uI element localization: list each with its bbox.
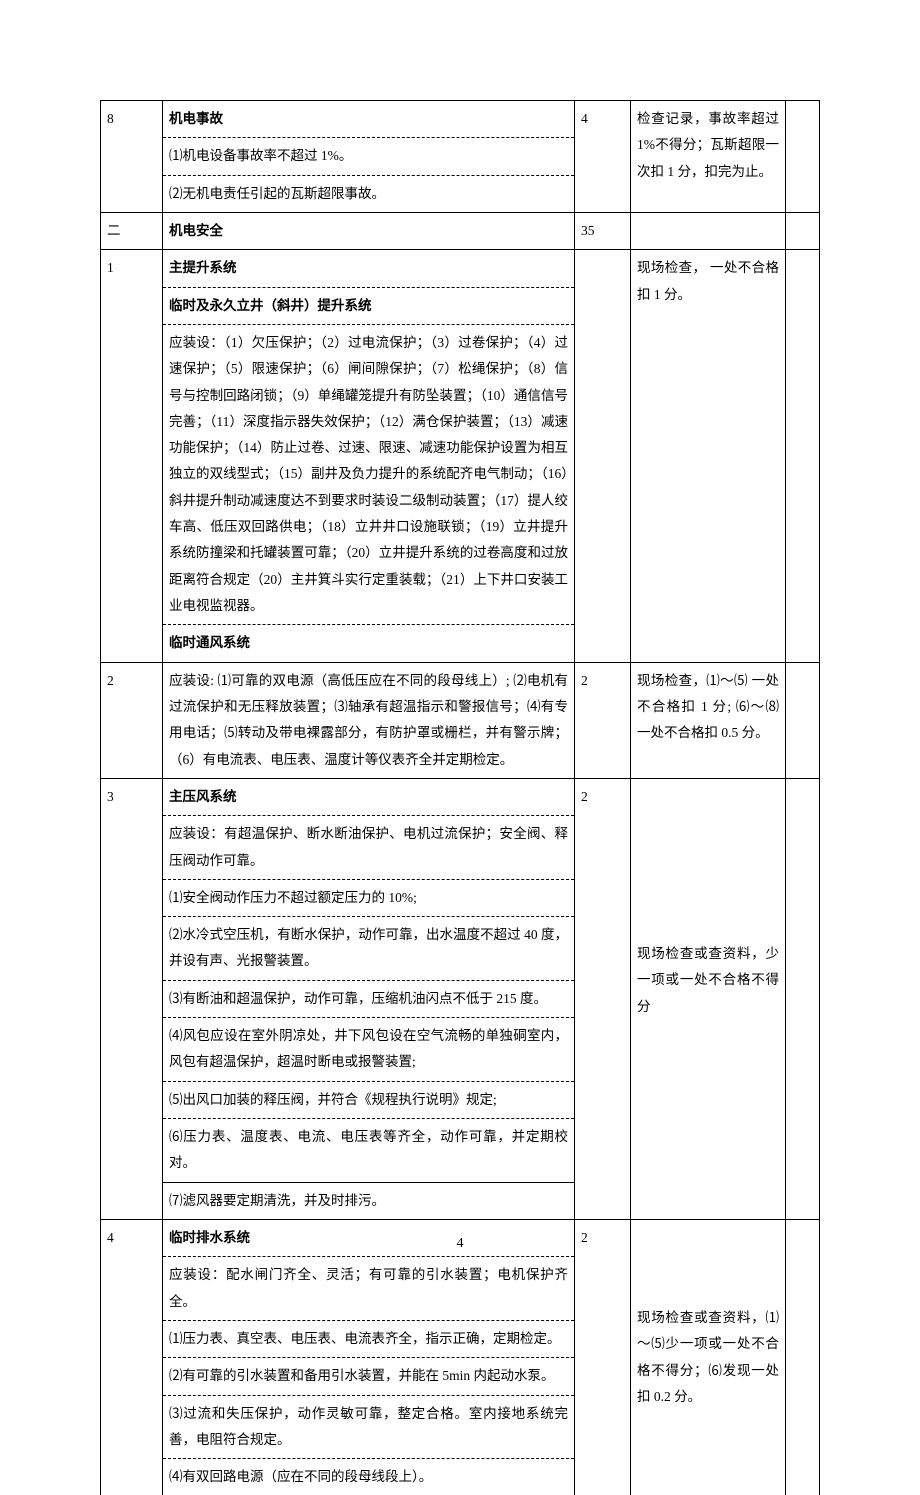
row-score: 2 xyxy=(575,662,631,778)
row-subtitle: 临时及永久立井（斜井）提升系统 xyxy=(163,287,575,324)
row-body: ⑵无机电责任引起的瓦斯超限事故。 xyxy=(163,175,575,212)
row-body: 应装设: ⑴可靠的双电源（高低压应在不同的段母线上）; ⑵电机有过流保护和无压释… xyxy=(163,662,575,778)
row-index-cont xyxy=(101,1182,163,1219)
row-extra-cont xyxy=(786,1182,820,1219)
table-row: 1 主提升系统 现场检查， 一处不合格扣 1 分。 xyxy=(101,250,820,287)
row-title: 主提升系统 xyxy=(163,250,575,287)
row-body: 应装设：（1）欠压保护；（2）过电流保护；（3）过卷保护；（4）过速保护；（5）… xyxy=(163,324,575,624)
section-extra xyxy=(786,212,820,249)
row-score-cont xyxy=(575,1182,631,1219)
row-body: ⑷有双回路电源（应在不同的段母线段上）。 xyxy=(163,1459,575,1495)
table-row: 二 机电安全 35 xyxy=(101,212,820,249)
row-note-cont xyxy=(631,1182,786,1219)
row-index: 1 xyxy=(101,250,163,662)
section-note xyxy=(631,212,786,249)
assessment-table: 8 机电事故 4 检查记录，事故率超过 1%不得分；瓦斯超限一次扣 1 分，扣完… xyxy=(100,100,820,1495)
table-row: 2 应装设: ⑴可靠的双电源（高低压应在不同的段母线上）; ⑵电机有过流保护和无… xyxy=(101,662,820,778)
page-number: 4 xyxy=(0,1236,920,1252)
section-index: 二 xyxy=(101,212,163,249)
row-extra xyxy=(786,101,820,213)
row-body: ⑵水冷式空压机，有断水保护，动作可靠，出水温度不超过 40 度，并设有声、光报警… xyxy=(163,917,575,981)
row-title: 机电事故 xyxy=(163,101,575,138)
row-body: ⑺滤风器要定期清洗，并及时排污。 xyxy=(163,1182,575,1219)
row-index: 2 xyxy=(101,662,163,778)
row-body: ⑷风包应设在室外阴凉处，井下风包设在空气流畅的单独硐室内，风包有超温保护，超温时… xyxy=(163,1018,575,1082)
row-index: 3 xyxy=(101,778,163,1182)
row-note: 检查记录，事故率超过 1%不得分；瓦斯超限一次扣 1 分，扣完为止。 xyxy=(631,101,786,213)
row-extra xyxy=(786,778,820,1182)
table-row: 3 主压风系统 2 现场检查或查资料，少一项或一处不合格不得分 xyxy=(101,778,820,815)
row-index: 4 xyxy=(101,1219,163,1495)
row-score: 2 xyxy=(575,778,631,1182)
row-body: ⑴机电设备事故率不超过 1%。 xyxy=(163,138,575,175)
row-body: ⑵有可靠的引水装置和备用引水装置，并能在 5min 内起动水泵。 xyxy=(163,1358,575,1395)
section-score: 35 xyxy=(575,212,631,249)
row-score: 4 xyxy=(575,101,631,213)
row-score xyxy=(575,250,631,662)
row-score: 2 xyxy=(575,1219,631,1495)
row-note: 现场检查或查资料，少一项或一处不合格不得分 xyxy=(631,778,786,1182)
row-extra xyxy=(786,1219,820,1495)
row-note: 现场检查， 一处不合格扣 1 分。 xyxy=(631,250,786,662)
row-index: 8 xyxy=(101,101,163,213)
row-extra xyxy=(786,662,820,778)
row-note: 现场检查或查资料，⑴～⑸少一项或一处不合格不得分；⑹发现一处扣 0.2 分。 xyxy=(631,1219,786,1495)
row-note: 现场检查，⑴～⑸ 一处不合格扣 1 分; ⑹～⑻一处不合格扣 0.5 分。 xyxy=(631,662,786,778)
row-extra xyxy=(786,250,820,662)
row-body: 应装设：有超温保护、断水断油保护、电机过流保护；安全阀、释压阀动作可靠。 xyxy=(163,816,575,880)
row-title: 主压风系统 xyxy=(163,778,575,815)
table-row: 8 机电事故 4 检查记录，事故率超过 1%不得分；瓦斯超限一次扣 1 分，扣完… xyxy=(101,101,820,138)
table-row: ⑺滤风器要定期清洗，并及时排污。 xyxy=(101,1182,820,1219)
row-body: ⑶有断油和超温保护，动作可靠，压缩机油闪点不低于 215 度。 xyxy=(163,980,575,1017)
row-body: ⑴压力表、真空表、电压表、电流表齐全，指示正确，定期检定。 xyxy=(163,1320,575,1357)
row-body: ⑶过流和失压保护，动作灵敏可靠，整定合格。室内接地系统完善，电阻符合规定。 xyxy=(163,1395,575,1459)
row-body: ⑹压力表、温度表、电流、电压表等齐全，动作可靠，并定期校对。 xyxy=(163,1119,575,1183)
row-subtitle: 临时通风系统 xyxy=(163,625,575,662)
row-body: ⑸出风口加装的释压阀，并符合《规程执行说明》规定; xyxy=(163,1081,575,1118)
row-body: 应装设：配水闸门齐全、灵活；有可靠的引水装置；电机保护齐全。 xyxy=(163,1257,575,1321)
section-title: 机电安全 xyxy=(163,212,575,249)
row-body: ⑴安全阀动作压力不超过额定压力的 10%; xyxy=(163,879,575,916)
